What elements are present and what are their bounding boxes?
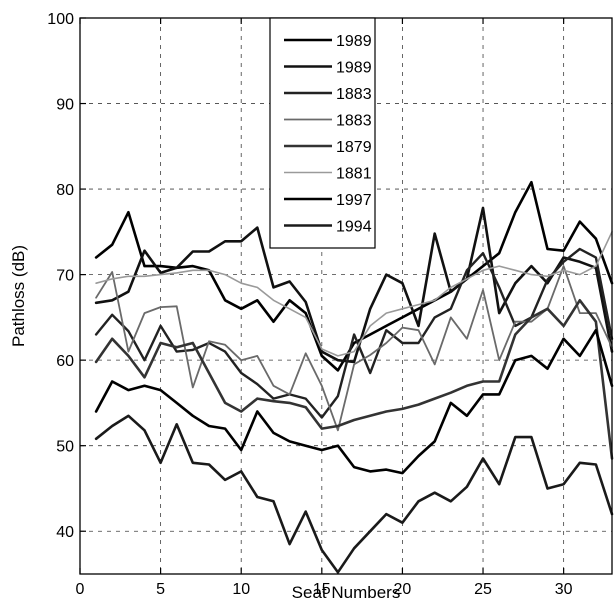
x-tick-label: 25 bbox=[474, 581, 492, 598]
y-tick-label: 80 bbox=[56, 182, 74, 199]
series-lines bbox=[94, 180, 614, 574]
series-line-2 bbox=[94, 206, 614, 364]
legend-entry-label: 1883 bbox=[336, 113, 372, 130]
x-tick-label: 5 bbox=[156, 581, 165, 598]
y-tick-label: 100 bbox=[47, 11, 74, 28]
legend-box bbox=[269, 17, 376, 249]
x-tick-label: 30 bbox=[555, 581, 573, 598]
legend-entry-label: 1997 bbox=[336, 192, 372, 209]
series-line-8 bbox=[94, 414, 614, 574]
legend: 1989 1989 1883 1883 1879 1881 1997 1994 bbox=[269, 17, 376, 249]
x-axis-label: Seat Numbers bbox=[292, 583, 401, 602]
y-tick-label: 60 bbox=[56, 353, 74, 370]
x-tick-label: 20 bbox=[394, 581, 412, 598]
series-line-7 bbox=[94, 328, 614, 475]
legend-entry-label: 1883 bbox=[336, 86, 372, 103]
x-tick-label: 10 bbox=[232, 581, 250, 598]
series-line-3 bbox=[94, 247, 614, 419]
legend-entry-label: 1994 bbox=[336, 219, 372, 236]
legend-entry-label: 1881 bbox=[336, 166, 372, 183]
y-axis-label: Pathloss (dB) bbox=[9, 245, 28, 347]
y-tick-label: 90 bbox=[56, 97, 74, 114]
series-line-6 bbox=[95, 231, 613, 357]
y-tick-label: 40 bbox=[56, 524, 74, 541]
legend-entry-label: 1989 bbox=[336, 33, 372, 50]
legend-entry-label: 1879 bbox=[336, 139, 372, 156]
x-tick-label: 0 bbox=[76, 581, 85, 598]
x-tick-label: 15 bbox=[313, 581, 331, 598]
y-tick-label: 70 bbox=[56, 268, 74, 285]
legend-entry-label: 1989 bbox=[336, 60, 372, 77]
series-line-1 bbox=[94, 180, 614, 372]
series-line-5 bbox=[94, 298, 614, 460]
y-tick-label: 50 bbox=[56, 439, 74, 456]
